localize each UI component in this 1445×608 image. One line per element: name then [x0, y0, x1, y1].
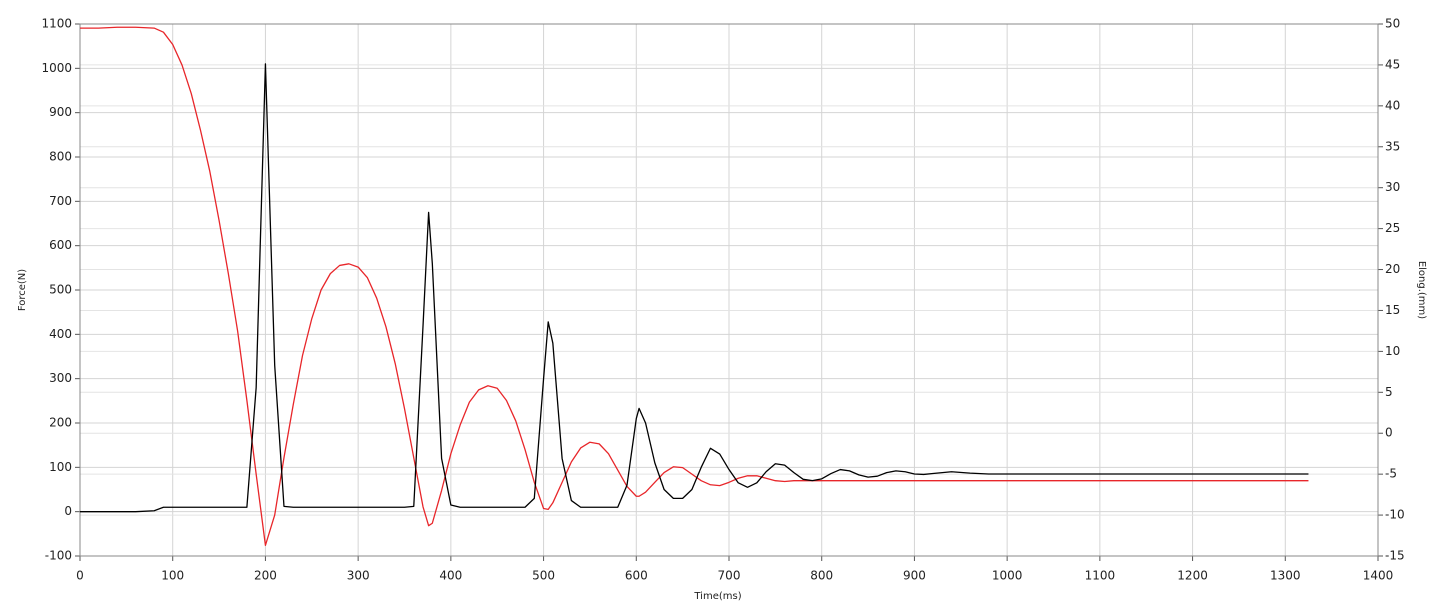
y-tick-label: 600: [49, 238, 72, 252]
y-tick-label: 800: [49, 150, 72, 164]
x-axis-label: Time(ms): [693, 591, 741, 602]
x-tick-label: 1200: [1177, 569, 1208, 583]
y-tick-label: 200: [49, 416, 72, 430]
x-tick-label: 1000: [992, 569, 1023, 583]
y2-tick-label: 40: [1385, 98, 1400, 112]
x-tick-label: 300: [347, 569, 370, 583]
y-tick-label: 400: [49, 327, 72, 341]
y2-tick-label: 0: [1385, 426, 1393, 440]
x-tick-label: 900: [903, 569, 926, 583]
x-tick-label: 400: [439, 569, 462, 583]
y2-tick-label: 35: [1385, 139, 1400, 153]
y2-tick-label: 30: [1385, 180, 1400, 194]
y2-axis-label: Elong.(mm): [1416, 261, 1427, 319]
x-tick-label: 1100: [1085, 569, 1116, 583]
x-tick-label: 1300: [1270, 569, 1301, 583]
y-tick-label: 1100: [41, 17, 72, 31]
y2-tick-label: 25: [1385, 221, 1400, 235]
x-tick-label: 700: [718, 569, 741, 583]
y-tick-label: 900: [49, 105, 72, 119]
y2-tick-label: -15: [1385, 549, 1405, 563]
x-tick-label: 1400: [1363, 569, 1394, 583]
data-line: [80, 26, 1309, 547]
y-tick-label: 500: [49, 283, 72, 297]
data-line: [80, 63, 1309, 513]
x-tick-label: 0: [76, 569, 84, 583]
y2-tick-label: -10: [1385, 508, 1405, 522]
x-tick-label: 500: [532, 569, 555, 583]
y-axis-label: Force(N): [17, 269, 28, 311]
y-tick-label: 700: [49, 194, 72, 208]
y-tick-label: -100: [45, 549, 72, 563]
x-tick-label: 200: [254, 569, 277, 583]
y-tick-label: 0: [64, 504, 72, 518]
y2-tick-label: 10: [1385, 344, 1400, 358]
x-tick-label: 100: [161, 569, 184, 583]
plot-frame: [79, 23, 1379, 557]
y-tick-label: 1000: [41, 61, 72, 75]
x-tick-label: 800: [810, 569, 833, 583]
y2-tick-label: 50: [1385, 17, 1400, 31]
y2-tick-label: 20: [1385, 262, 1400, 276]
y2-tick-label: 45: [1385, 57, 1400, 71]
y-tick-label: 300: [49, 371, 72, 385]
y2-tick-label: 5: [1385, 385, 1393, 399]
y2-tick-label: -5: [1385, 467, 1397, 481]
x-tick-label: 600: [625, 569, 648, 583]
y2-tick-label: 15: [1385, 303, 1400, 317]
y-tick-label: 100: [49, 460, 72, 474]
